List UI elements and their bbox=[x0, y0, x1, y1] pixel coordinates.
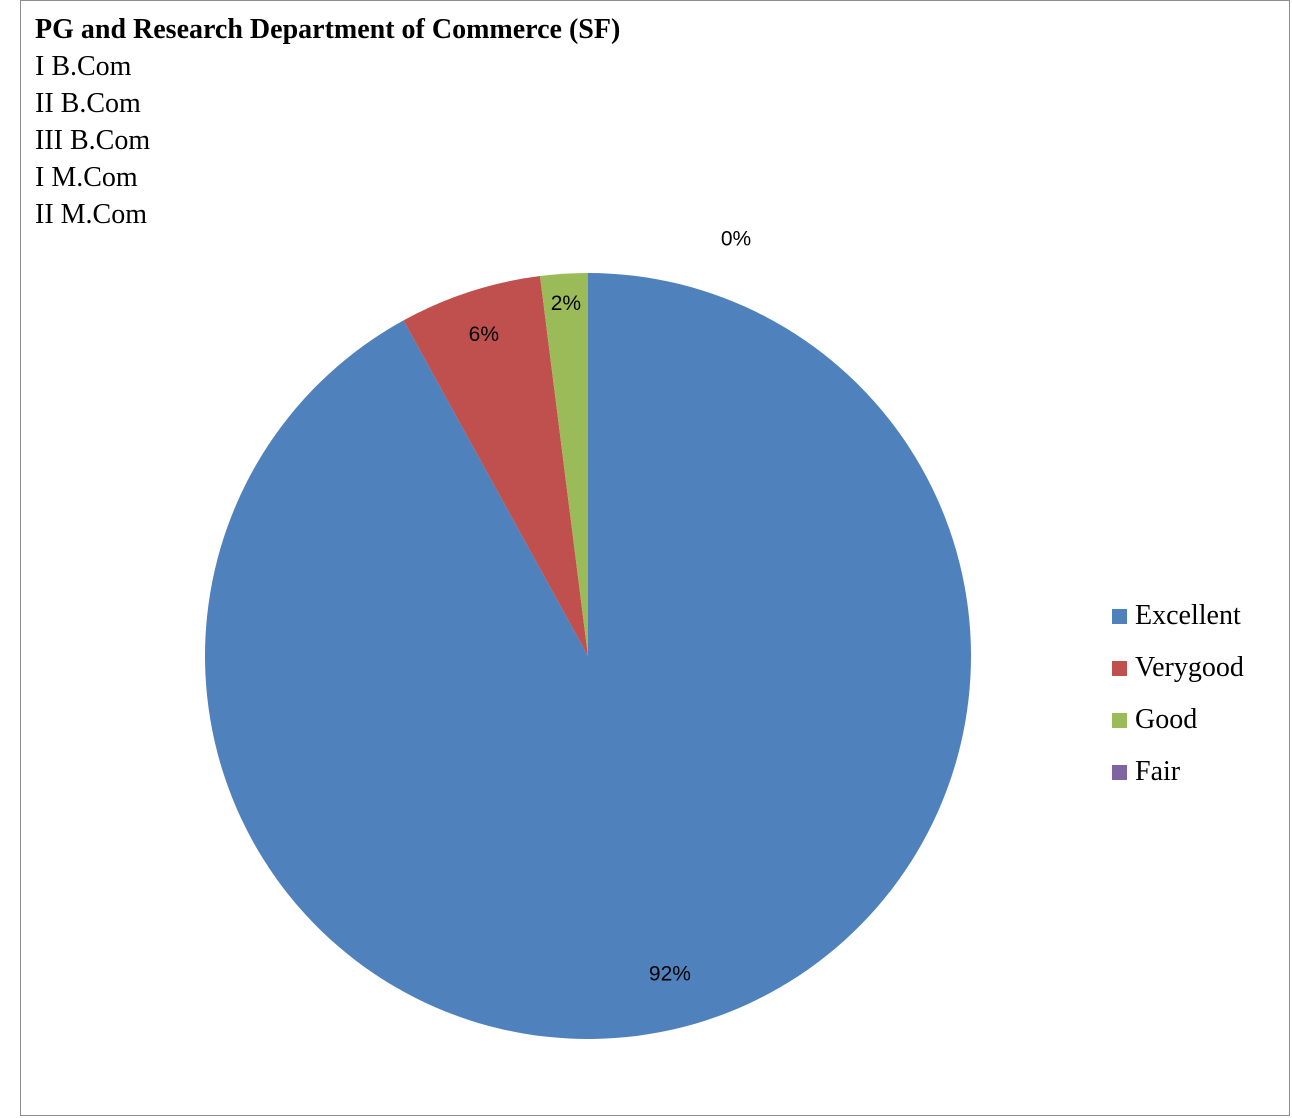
class-label-4: I M.Com bbox=[35, 162, 138, 193]
legend-swatch-good bbox=[1112, 712, 1127, 728]
data-label-fair: 0% bbox=[721, 228, 751, 251]
legend-label-excellent: Excellent bbox=[1135, 600, 1241, 631]
page-title: PG and Research Department of Commerce (… bbox=[35, 14, 621, 45]
pie-slice-excellent bbox=[204, 273, 971, 1039]
pie-slice-verygood bbox=[403, 276, 588, 656]
pie-slices bbox=[204, 273, 971, 1039]
legend-swatch-fair bbox=[1112, 764, 1127, 780]
chart-header: PG and Research Department of Commerce (… bbox=[35, 12, 620, 233]
class-label-5: II M.Com bbox=[35, 199, 147, 230]
data-label-verygood: 6% bbox=[469, 323, 499, 346]
class-label-3: III B.Com bbox=[35, 125, 151, 156]
legend-item-verygood: Verygood bbox=[1112, 642, 1244, 694]
class-label-1: I B.Com bbox=[35, 51, 132, 82]
chart-frame bbox=[20, 0, 1290, 1116]
chart-frame-top-border bbox=[20, 0, 1290, 1]
data-label-excellent: 92% bbox=[649, 963, 691, 986]
class-label-2: II B.Com bbox=[35, 88, 141, 119]
legend-label-fair: Fair bbox=[1135, 756, 1181, 787]
pie-slice-good bbox=[539, 273, 588, 656]
legend-item-good: Good bbox=[1112, 694, 1244, 746]
legend-swatch-excellent bbox=[1112, 608, 1127, 624]
chart-legend: Excellent Verygood Good Fair bbox=[1112, 590, 1244, 798]
legend-swatch-verygood bbox=[1112, 660, 1127, 676]
legend-label-verygood: Verygood bbox=[1135, 652, 1244, 683]
legend-item-excellent: Excellent bbox=[1112, 590, 1244, 642]
pie-data-labels: 92% 6% 2% 0% bbox=[469, 228, 752, 986]
legend-item-fair: Fair bbox=[1112, 746, 1244, 798]
data-label-good: 2% bbox=[551, 292, 581, 315]
legend-label-good: Good bbox=[1135, 704, 1198, 735]
